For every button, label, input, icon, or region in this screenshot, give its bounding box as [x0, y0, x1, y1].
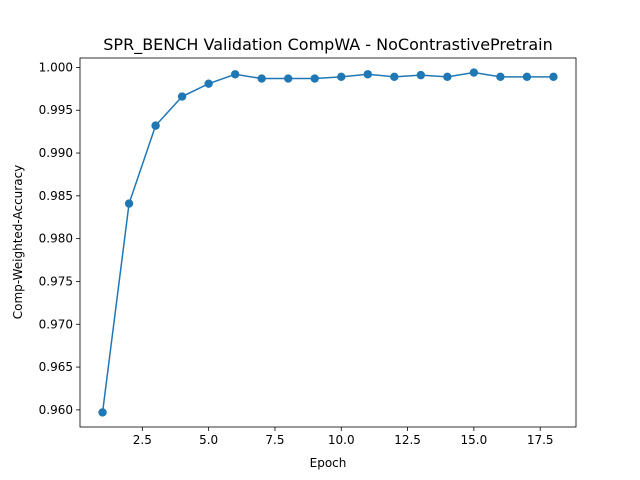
chart-title: SPR_BENCH Validation CompWA - NoContrast… — [103, 35, 552, 55]
data-point — [151, 121, 160, 130]
data-point — [443, 72, 452, 82]
data-point — [337, 72, 346, 82]
data-point — [390, 72, 399, 82]
y-tick-label: 0.995 — [39, 103, 73, 117]
data-point — [124, 199, 134, 208]
data-point — [204, 79, 213, 88]
x-axis-label: Epoch — [310, 456, 347, 470]
y-tick-label: 0.970 — [39, 317, 73, 331]
x-tick-label: 15.0 — [461, 433, 488, 447]
data-point — [416, 70, 426, 80]
y-tick-label: 0.985 — [39, 189, 73, 203]
data-point — [363, 70, 372, 79]
data-point — [177, 92, 187, 101]
axes-frame — [79, 57, 577, 428]
y-axis-label: Comp-Weighted-Accuracy — [11, 165, 25, 320]
data-point — [284, 74, 293, 83]
data-point — [522, 72, 532, 82]
y-tick-label: 0.965 — [39, 360, 73, 374]
data-point — [469, 68, 479, 77]
data-point — [98, 408, 107, 417]
x-tick-label: 2.5 — [133, 433, 152, 447]
y-tick-label: 0.960 — [39, 403, 73, 417]
x-tick-label: 10.0 — [328, 433, 355, 447]
x-tick-label: 7.5 — [265, 433, 284, 447]
data-point — [310, 74, 319, 83]
y-tick-label: 0.990 — [39, 146, 73, 160]
data-point — [230, 70, 240, 79]
plot-area: 2.5 5.0 7.5 10.0 12.5 15.0 17.5 0.960 0.965 0.970… — [39, 57, 577, 447]
x-tick-label: 17.5 — [527, 433, 554, 447]
data-point — [496, 72, 505, 82]
data-point — [257, 74, 266, 83]
series-line — [101, 71, 554, 413]
x-tick-label: 12.5 — [394, 433, 421, 447]
y-tick-label: 1.000 — [39, 60, 73, 74]
y-tick-label: 0.975 — [39, 274, 73, 288]
data-point — [549, 72, 558, 82]
x-tick-label: 5.0 — [199, 433, 218, 447]
y-tick-label: 0.980 — [39, 232, 73, 246]
